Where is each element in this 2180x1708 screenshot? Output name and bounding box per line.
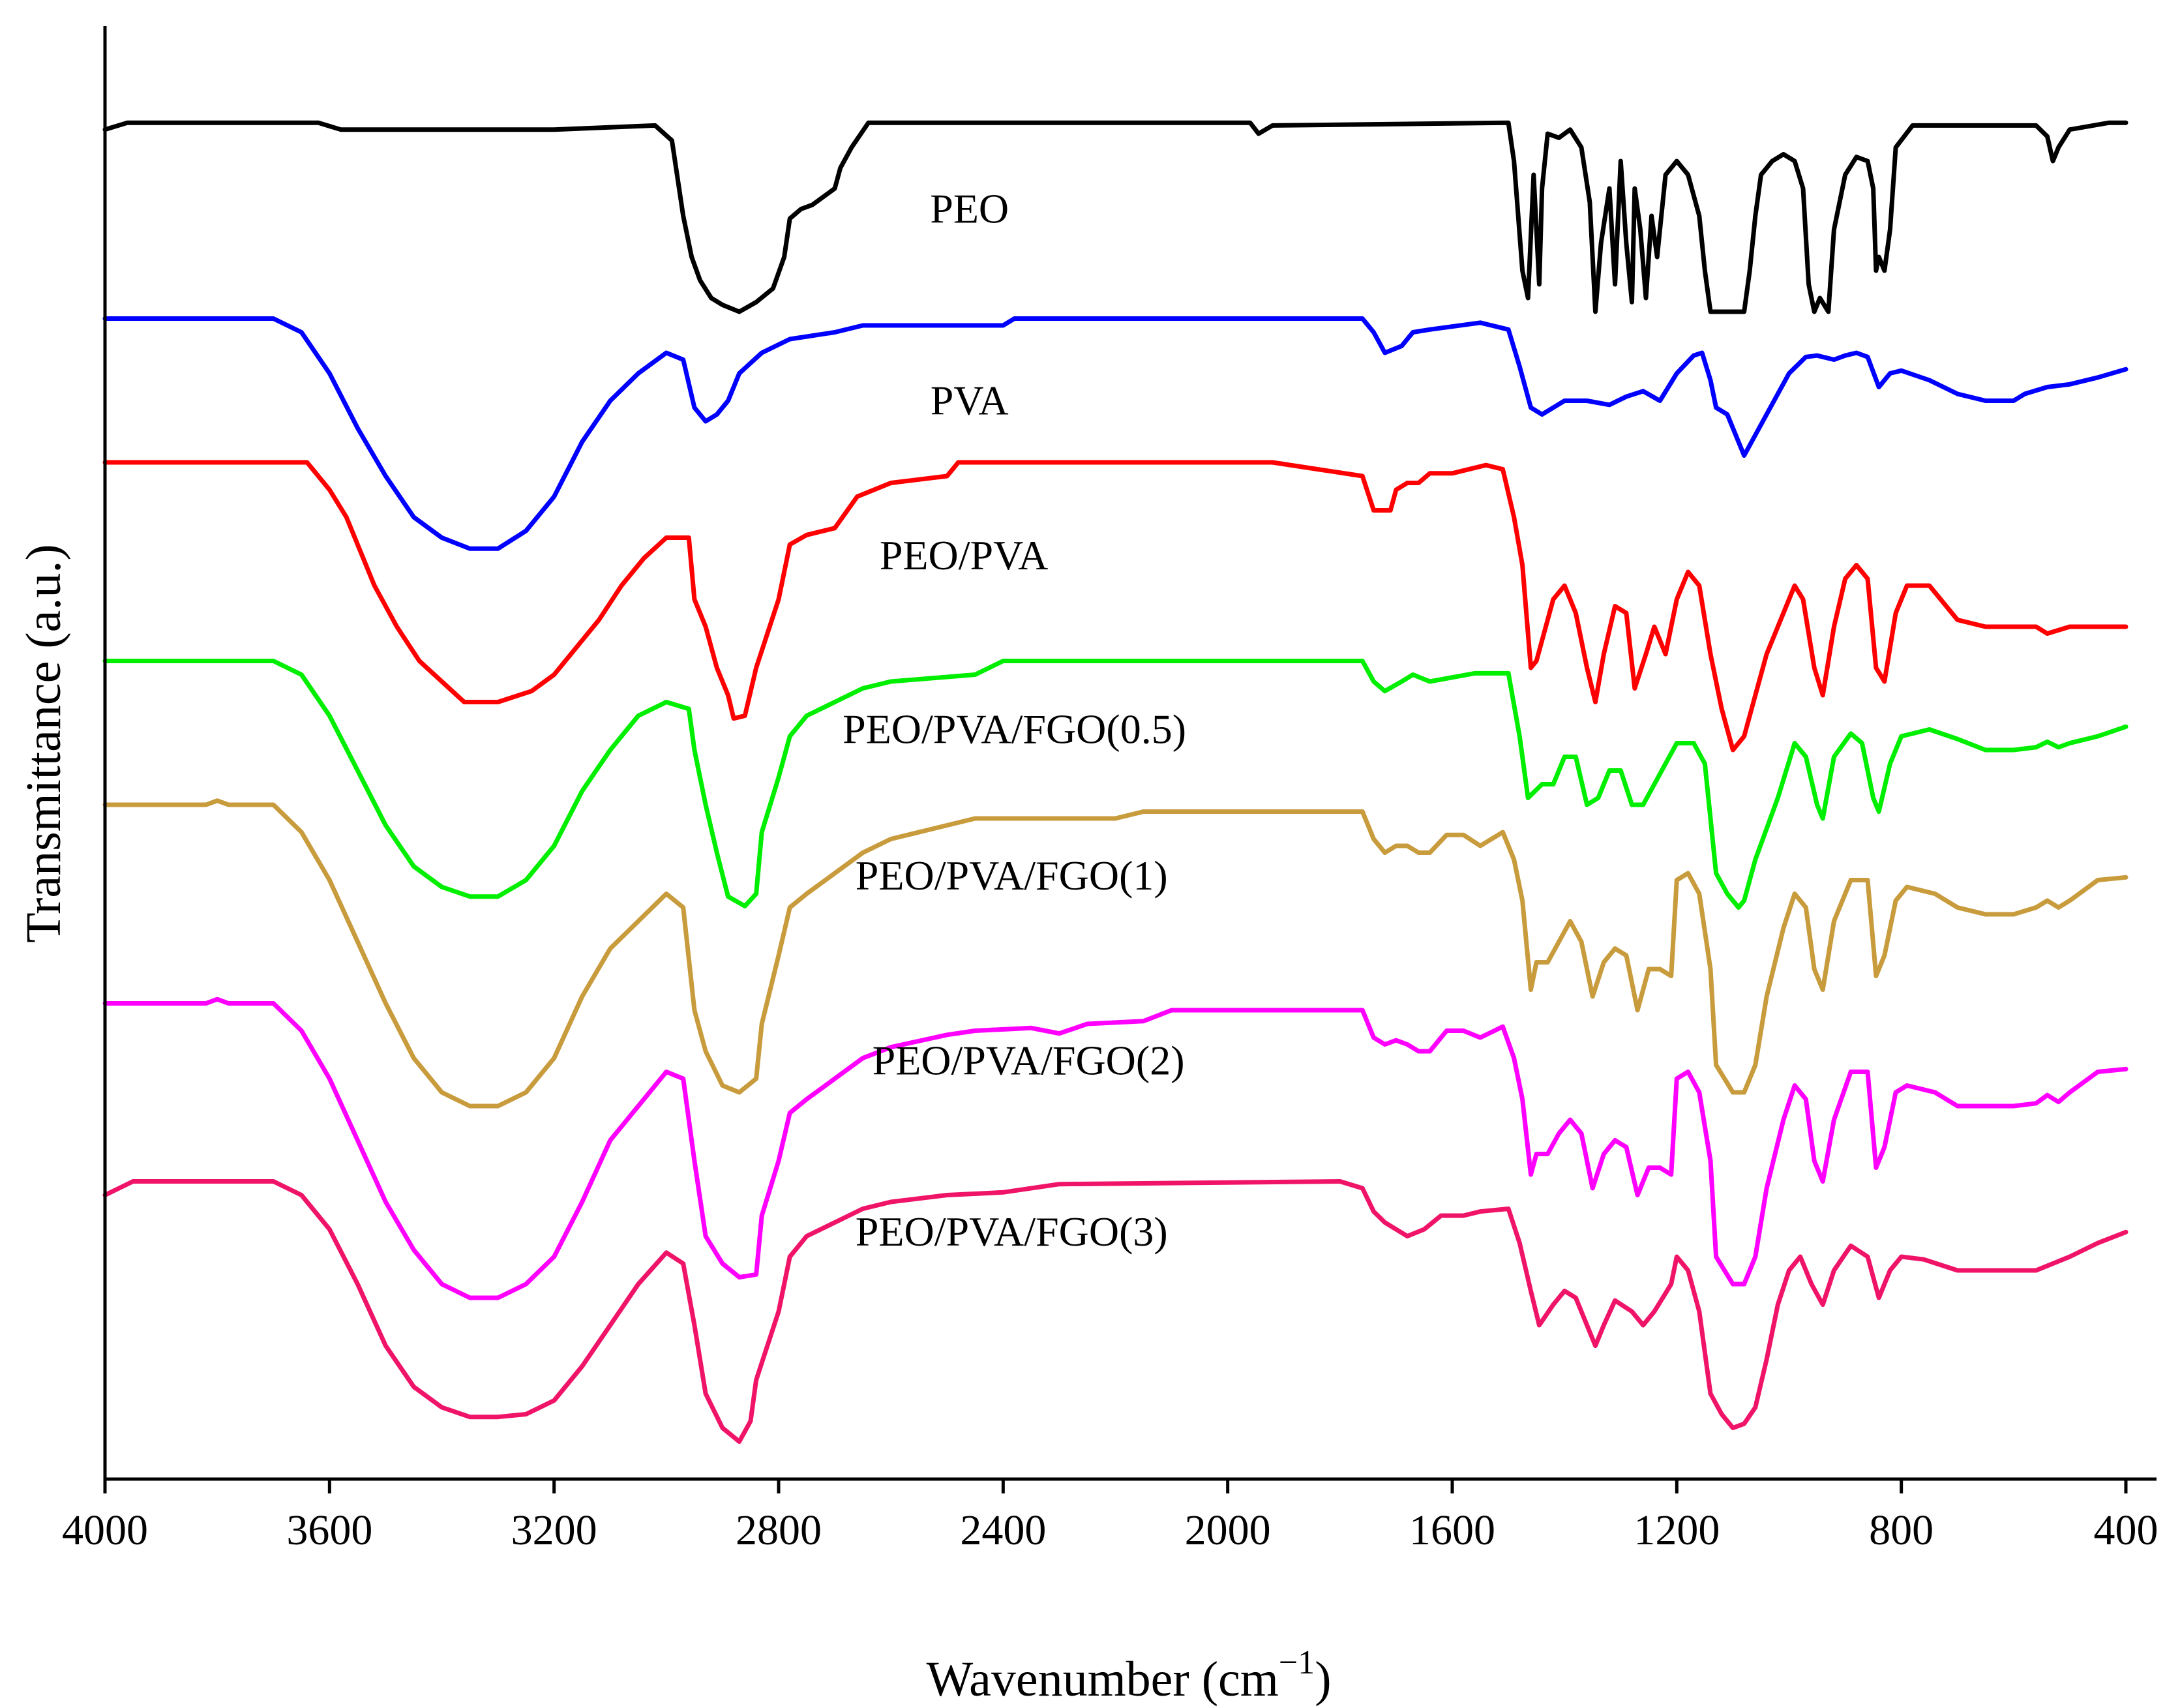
series-line-peo-pva xyxy=(102,460,2128,753)
series-line-peo xyxy=(102,120,2128,314)
series-label-peo: PEO xyxy=(930,186,1009,232)
series-label-pva: PVA xyxy=(931,378,1009,424)
series-line-peo-pva-fgo-3 xyxy=(102,1179,2128,1444)
series-label-peo-pva-fgo-2: PEO/PVA/FGO(2) xyxy=(873,1038,1185,1084)
x-tick-label-3200: 3200 xyxy=(511,1506,597,1554)
x-tick-label-1600: 1600 xyxy=(1409,1506,1495,1554)
series-line-peo-pva-fgo-0-5 xyxy=(102,659,2128,910)
x-tick-label-4000: 4000 xyxy=(62,1506,148,1554)
series-label-layer: PEO PVA PEO/PVA PEO/PVA/FGO(0.5) PEO/PVA/FGO… xyxy=(843,186,1186,1255)
series-line-peo-pva-fgo-1 xyxy=(102,798,2128,1109)
series-line-pva xyxy=(102,316,2128,551)
x-tick-label-2000: 2000 xyxy=(1185,1506,1271,1554)
series-label-peo-pva: PEO/PVA xyxy=(880,532,1048,578)
x-tick-label-2800: 2800 xyxy=(736,1506,822,1554)
x-tick-label-2400: 2400 xyxy=(960,1506,1046,1554)
x-ticks: 4000 3600 3200 2800 2400 2000 1600 1200 800 400 xyxy=(62,1479,2158,1554)
series-label-peo-pva-fgo-0-5: PEO/PVA/FGO(0.5) xyxy=(843,706,1186,753)
x-axis-title-suffix: ) xyxy=(1315,1652,1331,1707)
x-tick-label-3600: 3600 xyxy=(286,1506,372,1554)
axes: 4000 3600 3200 2800 2400 2000 1600 1200 800 400 xyxy=(62,26,2158,1554)
series-line-peo-pva-fgo-2 xyxy=(102,996,2128,1300)
x-tick-label-800: 800 xyxy=(1869,1506,1934,1554)
series-layer xyxy=(102,120,2128,1444)
x-axis-title-main: Wavenumber (cm xyxy=(926,1652,1278,1707)
series-label-peo-pva-fgo-1: PEO/PVA/FGO(1) xyxy=(856,852,1168,899)
plot-frame xyxy=(103,26,2157,1481)
x-tick-label-400: 400 xyxy=(2094,1506,2158,1554)
x-tick-label-1200: 1200 xyxy=(1634,1506,1720,1554)
x-axis-title: Wavenumber (cm−1) xyxy=(926,1644,1331,1707)
series-label-peo-pva-fgo-3: PEO/PVA/FGO(3) xyxy=(856,1208,1168,1255)
x-axis-title-superscript: −1 xyxy=(1279,1644,1315,1681)
y-axis-title: Transmittance (a.u.) xyxy=(16,544,71,942)
